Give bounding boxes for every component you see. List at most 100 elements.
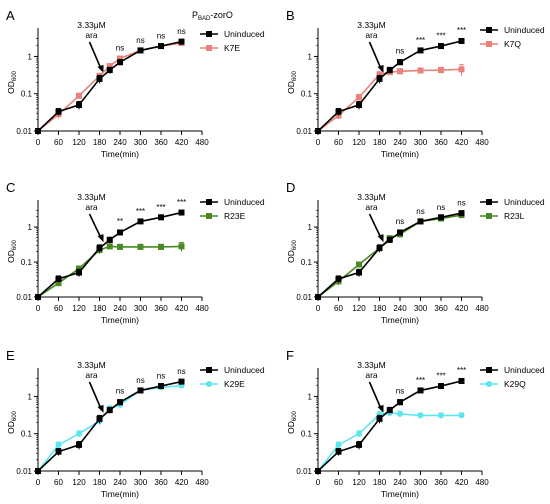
x-axis-title: Time(min)	[381, 489, 419, 499]
x-tick-label: 0	[316, 138, 321, 147]
panel-label: F	[286, 348, 294, 363]
x-tick-label: 360	[434, 138, 448, 147]
y-axis-title: OD600	[286, 70, 298, 93]
y-axis-title-sub: 600	[292, 410, 298, 421]
x-tick-label: 180	[93, 478, 107, 487]
x-axis-title: Time(min)	[101, 489, 139, 499]
y-axis-title: OD600	[6, 70, 18, 93]
inducer-label: 3.33μM	[77, 360, 106, 370]
x-tick-label: 300	[134, 138, 148, 147]
legend: Uninduced K7Q	[480, 25, 545, 49]
y-axis-title: OD600	[286, 239, 298, 262]
x-tick-label: 120	[352, 478, 366, 487]
y-axis-title: OD600	[286, 410, 298, 433]
y-axis-title-main: OD	[286, 421, 296, 434]
series-uninduced	[35, 38, 185, 134]
x-tick-label: 60	[54, 304, 63, 313]
significance-label: ***	[416, 376, 425, 385]
data-point	[438, 412, 444, 419]
x-tick-label: 420	[175, 304, 189, 313]
data-point	[137, 218, 144, 225]
data-point	[458, 37, 465, 44]
data-point	[417, 218, 424, 225]
x-tick-label: 300	[414, 138, 428, 147]
data-point	[106, 63, 113, 70]
data-point	[356, 441, 362, 448]
y-tick-label: 0.01	[16, 127, 32, 136]
y-axis-title: OD600	[6, 239, 18, 262]
x-tick-label: 360	[434, 304, 448, 313]
series-k7q	[315, 64, 465, 134]
significance-label: ns	[457, 198, 465, 207]
y-tick-label: 0.01	[16, 293, 32, 302]
data-point	[158, 214, 164, 221]
legend-marker	[206, 381, 212, 387]
y-tick-label: 0.1	[21, 258, 33, 267]
data-point	[458, 377, 465, 384]
legend-label: K29Q	[504, 379, 526, 389]
significance-label: ***	[436, 31, 445, 40]
x-tick-label: 420	[455, 304, 469, 313]
legend-marker	[206, 31, 212, 37]
data-point	[117, 243, 123, 250]
inducer-label-ara: ara	[365, 30, 378, 40]
legend-label: R23L	[504, 211, 525, 221]
y-axis-title-main: OD	[6, 250, 16, 263]
x-tick-label: 420	[175, 138, 189, 147]
inducer-label-ara: ara	[365, 202, 378, 212]
y-axis-title-main: OD	[286, 81, 296, 94]
y-axis-title-sub: 600	[12, 239, 18, 250]
data-point	[178, 243, 185, 250]
data-point	[96, 245, 103, 252]
x-tick-label: 180	[373, 304, 387, 313]
legend-label: Uninduced	[224, 365, 265, 375]
data-point	[158, 383, 164, 390]
x-tick-label: 300	[134, 304, 148, 313]
legend: PBAD-zorO Uninduced K7E	[192, 10, 265, 53]
series-uninduced	[315, 210, 465, 300]
data-point	[76, 441, 82, 448]
panel-a: A 0 60 120 180 240 300 360 420 480 0.01 0.1 1 Time(mi…	[6, 8, 265, 159]
series-r23l	[315, 212, 465, 300]
legend-marker	[486, 213, 492, 219]
legend-label: K29E	[224, 379, 245, 389]
panel-b: B 0 60 120 180 240 300 360 420 480 0.01 0.1 1 Time(mi…	[286, 8, 545, 159]
panel-label: A	[6, 8, 15, 23]
significance-label: ns	[416, 207, 424, 216]
y-tick-label: 1	[308, 223, 313, 232]
inducer-arrow	[88, 381, 103, 411]
significance-label: ***	[436, 371, 445, 380]
inducer-arrow-head	[97, 404, 104, 413]
panel-label: E	[6, 348, 15, 363]
x-tick-label: 60	[334, 304, 343, 313]
data-point	[106, 67, 113, 74]
inducer-label: 3.33μM	[357, 360, 386, 370]
x-tick-label: 480	[195, 304, 209, 313]
legend-marker	[486, 381, 492, 387]
data-point	[438, 214, 444, 221]
x-tick-label: 0	[36, 304, 41, 313]
significance-label: ***	[416, 36, 425, 45]
data-point	[55, 448, 62, 455]
x-tick-label: 0	[316, 478, 321, 487]
significance-label: ns	[396, 47, 404, 56]
data-point	[458, 66, 465, 73]
data-point	[117, 399, 123, 406]
inducer-label: 3.33μM	[77, 192, 106, 202]
inducer-label-ara: ara	[365, 370, 378, 380]
data-point	[106, 243, 113, 250]
significance-label: ns	[136, 36, 144, 45]
data-point	[335, 441, 342, 448]
series-line	[37, 42, 182, 132]
series-line	[317, 212, 462, 298]
significance-label: ***	[136, 207, 145, 216]
series-k7e	[35, 39, 185, 134]
data-point	[417, 412, 424, 419]
x-tick-label: 360	[434, 478, 448, 487]
y-tick-label: 0.01	[296, 127, 312, 136]
x-axis-title: Time(min)	[381, 315, 419, 325]
x-tick-label: 0	[36, 478, 41, 487]
x-axis-title: Time(min)	[381, 149, 419, 159]
panel-c: C 0 60 120 180 240 300 360 420 480 0.01 0.1 1 Time(mi…	[6, 180, 265, 325]
data-point	[96, 75, 103, 82]
